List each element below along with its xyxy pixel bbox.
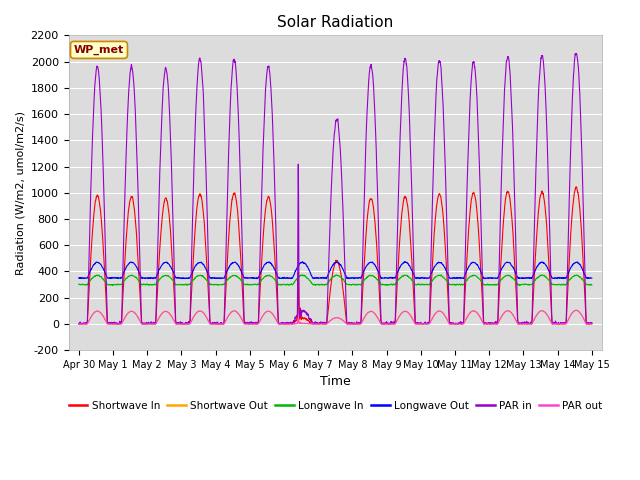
Y-axis label: Radiation (W/m2, umol/m2/s): Radiation (W/m2, umol/m2/s) (15, 111, 25, 275)
Title: Solar Radiation: Solar Radiation (277, 15, 394, 30)
Text: WP_met: WP_met (74, 45, 124, 55)
Legend: Shortwave In, Shortwave Out, Longwave In, Longwave Out, PAR in, PAR out: Shortwave In, Shortwave Out, Longwave In… (65, 396, 606, 415)
X-axis label: Time: Time (320, 375, 351, 388)
